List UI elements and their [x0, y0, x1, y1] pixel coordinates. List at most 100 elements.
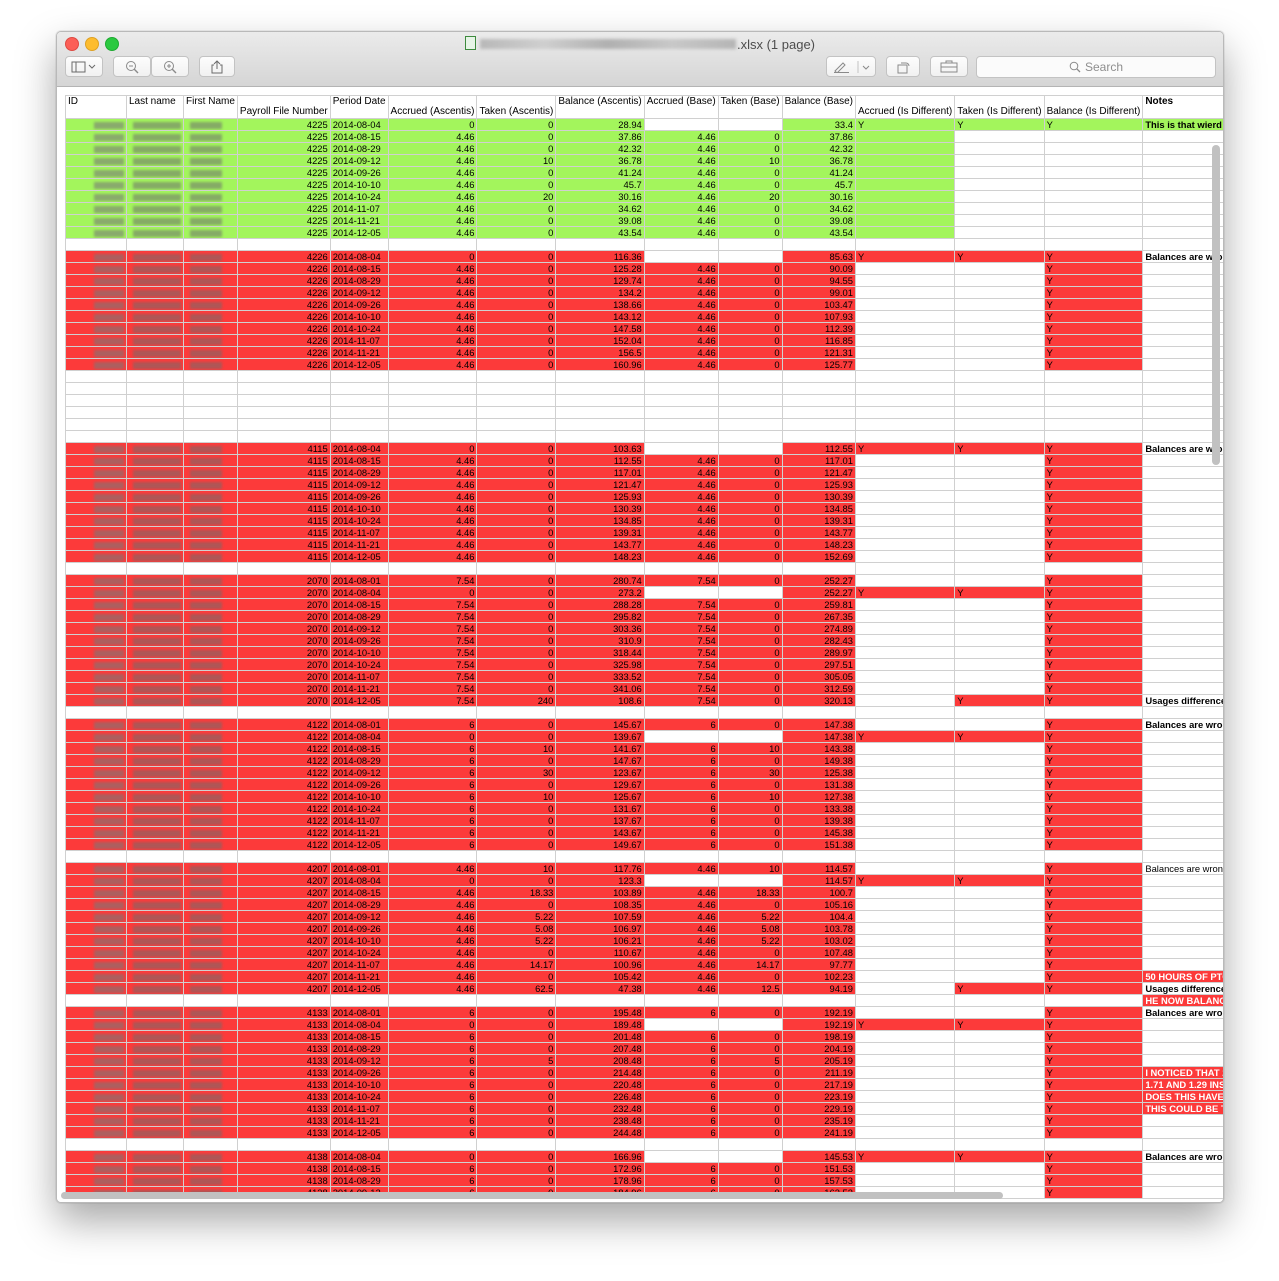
- balance-ascentis-cell: 141.67: [555, 742, 645, 755]
- id-cell: [65, 1162, 127, 1175]
- close-button[interactable]: [65, 37, 79, 51]
- balance-diff-cell: Y: [1043, 526, 1144, 539]
- document-viewport[interactable]: ID Last name First Name Payroll File Number…: [57, 87, 1223, 1202]
- taken-diff-cell: Y: [954, 586, 1045, 599]
- period-date-cell: 2014-08-29: [329, 466, 389, 479]
- period-date-cell: 2014-09-26: [329, 778, 389, 791]
- rotate-button[interactable]: [886, 56, 920, 77]
- redacted-value: [190, 686, 222, 693]
- redacted-value: [94, 926, 124, 933]
- redacted-value: [133, 122, 181, 129]
- taken-ascentis-cell: 0: [476, 454, 557, 467]
- last-name-cell: [126, 514, 184, 527]
- note-cell: [1142, 634, 1223, 647]
- balance-base-cell: 103.47: [781, 298, 856, 311]
- redacted-value: [94, 1046, 124, 1053]
- redacted-value: [94, 1082, 124, 1089]
- redacted-value: [94, 1106, 124, 1113]
- taken-base-cell: 20: [717, 190, 783, 203]
- redacted-value: [133, 650, 181, 657]
- balance-diff-cell: Y: [1043, 1054, 1144, 1067]
- column-header: First Name: [183, 95, 238, 119]
- empty-cell: [236, 418, 331, 431]
- empty-cell: [1043, 382, 1144, 395]
- taken-ascentis-cell: 10: [476, 742, 557, 755]
- accrued-diff-cell: [854, 862, 956, 875]
- accrued-diff-cell: [854, 1054, 956, 1067]
- balance-ascentis-cell: 42.32: [555, 142, 645, 155]
- redacted-value: [190, 902, 222, 909]
- redacted-value: [94, 674, 124, 681]
- markup-button[interactable]: [826, 56, 876, 77]
- empty-cell: [65, 406, 127, 419]
- table-row: 4226 2014-11-07 4.46 0 152.04 4.46 0 116.85 Y: [65, 334, 1223, 347]
- first-name-cell: [183, 526, 238, 539]
- last-name-cell: [126, 214, 184, 227]
- empty-row: [65, 418, 1223, 431]
- accrued-base-cell: 7.54: [643, 622, 719, 635]
- accrued-base-cell: 4.46: [643, 538, 719, 551]
- redacted-value: [133, 362, 181, 369]
- share-button[interactable]: [199, 56, 235, 77]
- redacted-value: [133, 950, 181, 957]
- minimize-button[interactable]: [85, 37, 99, 51]
- redacted-value: [133, 806, 181, 813]
- balance-base-cell: 149.38: [781, 754, 856, 767]
- id-cell: [65, 1018, 127, 1031]
- balance-diff-cell: Y: [1043, 1186, 1144, 1199]
- balance-ascentis-cell: 134.2: [555, 286, 645, 299]
- last-name-cell: [126, 1006, 184, 1019]
- redacted-value: [94, 1154, 124, 1161]
- balance-diff-cell: Y: [1043, 1090, 1144, 1103]
- empty-row: [65, 406, 1223, 419]
- accrued-base-cell: 4.46: [643, 310, 719, 323]
- payroll-file-cell: 4133: [236, 1054, 331, 1067]
- balance-ascentis-cell: 123.67: [555, 766, 645, 779]
- redacted-value: [94, 890, 124, 897]
- empty-cell: [555, 406, 645, 419]
- redacted-value: [94, 278, 124, 285]
- vertical-scrollbar[interactable]: [1212, 145, 1220, 465]
- balance-base-cell: 139.38: [781, 814, 856, 827]
- balance-base-cell: 252.27: [781, 574, 856, 587]
- table-row: 4207 2014-11-21 4.46 0 105.42 4.46 0 102.23 Y 50 …: [65, 970, 1223, 983]
- table-row: 4115 2014-08-15 4.46 0 112.55 4.46 0 117.01 Y: [65, 454, 1223, 467]
- zoom-button[interactable]: [105, 37, 119, 51]
- first-name-cell: [183, 274, 238, 287]
- accrued-base-cell: 6: [643, 1162, 719, 1175]
- id-cell: [65, 742, 127, 755]
- horizontal-scrollbar[interactable]: [61, 1192, 1003, 1199]
- taken-ascentis-cell: 18.33: [476, 886, 557, 899]
- taken-base-cell: 0: [717, 1126, 783, 1139]
- note-cell: [1142, 910, 1223, 923]
- table-row: 4122 2014-08-01 6 0 145.67 6 0 147.38 Y Balances …: [65, 718, 1223, 731]
- period-date-cell: 2014-08-15: [329, 454, 389, 467]
- taken-base-cell: 10: [717, 790, 783, 803]
- last-name-cell: [126, 958, 184, 971]
- redacted-value: [133, 902, 181, 909]
- table-row: 4226 2014-08-15 4.46 0 125.28 4.46 0 90.09 Y: [65, 262, 1223, 275]
- payroll-file-cell: 4115: [236, 502, 331, 515]
- redacted-value: [190, 254, 222, 261]
- sidebar-toggle-button[interactable]: [65, 56, 103, 77]
- taken-base-cell: 0: [717, 898, 783, 911]
- empty-cell: [854, 418, 956, 431]
- search-field[interactable]: Search: [976, 56, 1216, 78]
- taken-diff-cell: [954, 742, 1045, 755]
- id-cell: [65, 874, 127, 887]
- empty-cell: [1043, 430, 1144, 443]
- taken-diff-cell: [954, 490, 1045, 503]
- accrued-diff-cell: [854, 226, 956, 239]
- redacted-value: [190, 770, 222, 777]
- taken-base-cell: 0: [717, 202, 783, 215]
- period-date-cell: 2014-11-21: [329, 682, 389, 695]
- balance-ascentis-cell: 108.6: [555, 694, 645, 707]
- zoom-out-button[interactable]: [113, 56, 151, 77]
- id-cell: [65, 262, 127, 275]
- redacted-value: [94, 194, 124, 201]
- column-header: Notes: [1142, 95, 1223, 119]
- empty-cell: [555, 370, 645, 383]
- zoom-in-button[interactable]: [151, 56, 189, 77]
- toolbox-button[interactable]: [930, 56, 968, 77]
- taken-diff-cell: [954, 1066, 1045, 1079]
